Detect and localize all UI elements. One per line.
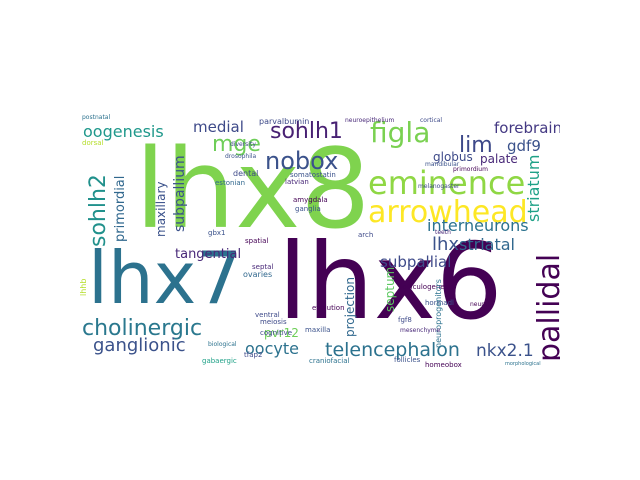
word: hormadl bbox=[425, 299, 454, 307]
word: cortical bbox=[420, 117, 443, 124]
word: meiosis bbox=[260, 318, 287, 326]
word: postnatal bbox=[82, 114, 111, 121]
word: projection bbox=[343, 277, 357, 337]
word: ventral bbox=[255, 311, 280, 319]
word: striatal bbox=[459, 235, 515, 254]
word: nobox bbox=[265, 147, 339, 175]
word: pallidal bbox=[532, 253, 560, 362]
word: interneurons bbox=[427, 216, 529, 235]
word: maxilla bbox=[305, 326, 331, 334]
word: sohlh2 bbox=[86, 174, 111, 247]
word: mge bbox=[212, 132, 261, 157]
word: lhx6 bbox=[278, 221, 503, 343]
word: mesenchyme bbox=[400, 327, 441, 334]
word: eminence bbox=[368, 164, 526, 202]
word: nkx2.1 bbox=[476, 341, 534, 361]
word: evolution bbox=[312, 304, 345, 312]
word: neuroprogenitors bbox=[434, 279, 443, 348]
word: neural bbox=[470, 301, 490, 308]
word: follicles bbox=[394, 356, 421, 364]
word: lhx8 bbox=[135, 125, 371, 253]
word: teeth bbox=[435, 229, 451, 236]
word: parvalbumin bbox=[259, 117, 310, 126]
word: sohlh1 bbox=[270, 119, 343, 144]
word: folliculogenesis bbox=[400, 283, 454, 291]
word: craniofacial bbox=[309, 357, 350, 365]
word: arch bbox=[358, 231, 374, 239]
word: septum bbox=[383, 266, 397, 312]
word: medial bbox=[193, 118, 244, 136]
word: septal bbox=[252, 263, 274, 271]
word: palate bbox=[480, 152, 518, 166]
word: diversity bbox=[230, 141, 256, 148]
word: ganglionic bbox=[93, 335, 186, 356]
word: forebrain bbox=[494, 119, 560, 137]
word: dorsal bbox=[82, 139, 104, 147]
word-cloud: lhx8 lhx7 lhx6 eminence arrowhead cholin… bbox=[80, 112, 560, 368]
word: mandibular bbox=[425, 161, 460, 168]
word: telencephalon bbox=[325, 339, 460, 361]
word: homeobox bbox=[425, 361, 462, 369]
word: gbx1 bbox=[208, 229, 226, 237]
word: melanogaster bbox=[418, 183, 460, 190]
word: tfap2 bbox=[244, 351, 263, 359]
word: figla bbox=[370, 116, 431, 149]
word: maxillary bbox=[154, 181, 168, 237]
word: spatial bbox=[245, 237, 269, 245]
word: tangential bbox=[175, 247, 242, 262]
word: morphological bbox=[505, 361, 541, 367]
word: cognitive bbox=[260, 329, 293, 337]
word: estonian bbox=[215, 179, 246, 187]
word: primordium bbox=[453, 166, 488, 173]
word: ganglia bbox=[295, 205, 321, 213]
word: primordial bbox=[113, 175, 128, 242]
word: globus bbox=[433, 150, 473, 164]
word: pvr12 bbox=[264, 326, 299, 340]
word: arrowhead bbox=[368, 195, 528, 230]
word: lhx bbox=[432, 234, 460, 255]
word: biological bbox=[208, 341, 237, 348]
word: subpallial bbox=[380, 253, 452, 271]
word: gdf9 bbox=[507, 137, 541, 155]
word: cholinergic bbox=[82, 316, 203, 341]
word: oogenesis bbox=[83, 122, 164, 141]
word: dental bbox=[233, 169, 259, 178]
word: drosophila bbox=[225, 153, 257, 160]
word: lim bbox=[459, 133, 493, 158]
word: striatum bbox=[524, 154, 543, 222]
word: ovaries bbox=[243, 270, 273, 279]
word: oocyte bbox=[245, 339, 299, 358]
word: lhx7 bbox=[88, 236, 243, 320]
word: gabaergic bbox=[202, 357, 237, 365]
word: latvian bbox=[285, 178, 309, 186]
word: fgf8 bbox=[398, 316, 412, 324]
word: subpallium bbox=[172, 155, 188, 232]
word: somatostatin bbox=[290, 171, 336, 179]
word: amygdala bbox=[293, 196, 328, 204]
word: lhhb bbox=[80, 278, 88, 296]
word: neuroepithelium bbox=[345, 117, 395, 124]
